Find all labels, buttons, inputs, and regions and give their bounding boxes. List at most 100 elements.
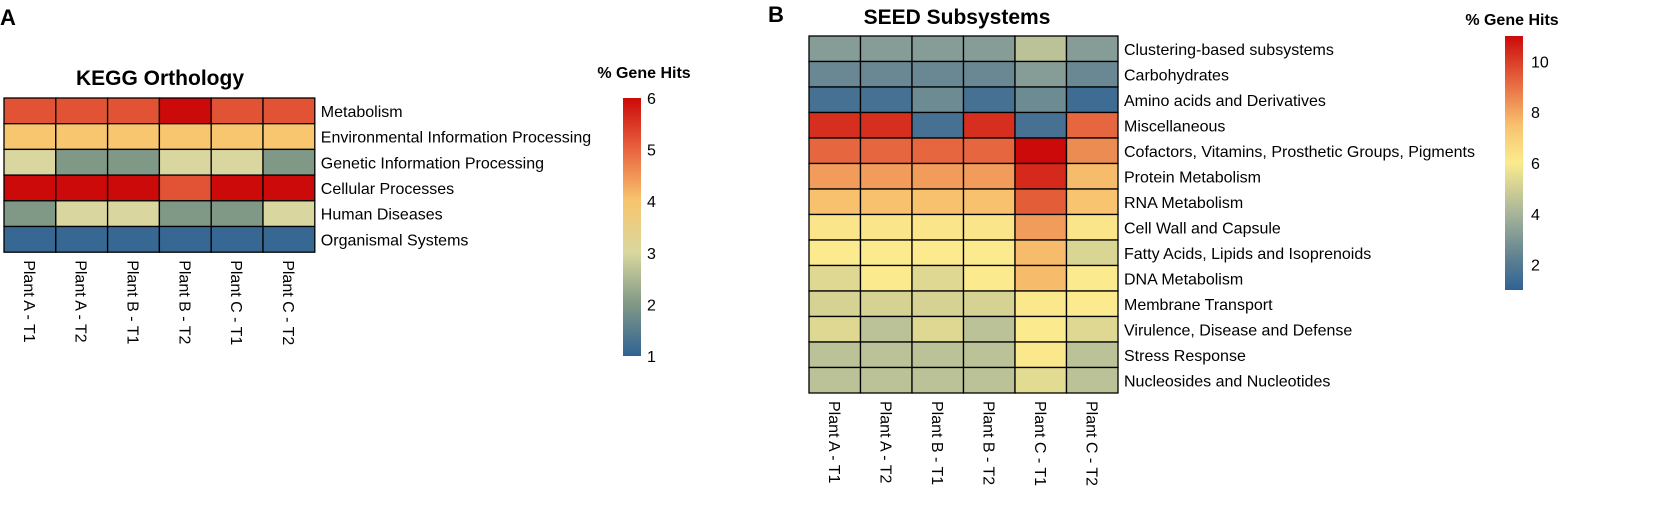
heatmap-cell: [3, 200, 57, 228]
heatmap-cell: [55, 97, 109, 125]
seed-heatmap-cells: [808, 35, 1119, 394]
heatmap-cell: [1014, 86, 1068, 114]
heatmap-cell: [859, 341, 913, 369]
heatmap-cell: [106, 200, 161, 228]
heatmap-cell: [1065, 290, 1119, 318]
heatmap-cell: [859, 239, 913, 267]
heatmap-cell: [911, 137, 965, 165]
row-label: Virulence, Disease and Defense: [1124, 322, 1352, 339]
heatmap-cell: [962, 137, 1016, 165]
heatmap-cell: [3, 148, 57, 176]
row-label: Protein Metabolism: [1124, 169, 1261, 186]
seed-chart-title: SEED Subsystems: [864, 6, 1051, 29]
heatmap-cell: [1014, 137, 1068, 165]
row-label: Cofactors, Vitamins, Prosthetic Groups, …: [1124, 144, 1475, 161]
heatmap-cell: [1065, 86, 1119, 114]
legend-tick-label: 1: [647, 349, 656, 366]
heatmap-cell: [859, 366, 913, 394]
heatmap-cell: [911, 315, 965, 343]
heatmap-cell: [859, 111, 913, 139]
heatmap-cell: [808, 290, 862, 318]
heatmap-cell: [1014, 366, 1068, 394]
heatmap-cell: [262, 97, 316, 125]
legend-tick-label: 10: [1531, 54, 1549, 71]
heatmap-cell: [106, 225, 161, 253]
heatmap-cell: [262, 225, 316, 253]
heatmap-cell: [911, 60, 965, 88]
seed-column-labels: Plant A - T1 Plant A - T2 Plant B - T1 Plan…: [825, 401, 1100, 486]
column-label: Plant C - T2: [1082, 401, 1099, 486]
column-label: Plant C - T1: [227, 260, 244, 345]
heatmap-cell: [911, 35, 965, 63]
panel-a-letter: A: [0, 5, 16, 30]
seed-row-labels: Clustering-based subsystems Carbohydrates…: [1124, 42, 1475, 391]
heatmap-cell: [911, 111, 965, 139]
kegg-chart-title: KEGG Orthology: [76, 67, 244, 90]
heatmap-cell: [1065, 366, 1119, 394]
heatmap-cell: [859, 315, 913, 343]
kegg-heatmap-cells: [3, 97, 316, 253]
heatmap-cell: [158, 97, 212, 125]
column-label: Plant A - T1: [825, 401, 842, 484]
heatmap-cell: [1065, 239, 1119, 267]
heatmap-cell: [962, 86, 1016, 114]
row-label: Cellular Processes: [321, 181, 454, 198]
panel-b-letter: B: [768, 2, 784, 27]
heatmap-cell: [962, 60, 1016, 88]
row-label: Environmental Information Processing: [321, 130, 591, 147]
seed-legend-colorbar: [1505, 36, 1523, 290]
heatmap-cell: [1014, 264, 1068, 292]
heatmap-cell: [808, 315, 862, 343]
heatmap-cell: [859, 290, 913, 318]
heatmap-cell: [55, 225, 109, 253]
heatmap-cell: [808, 213, 862, 241]
row-label: Carbohydrates: [1124, 67, 1229, 84]
seed-legend: % Gene Hits 2 4 6 8 10: [1465, 12, 1559, 290]
heatmap-cell: [106, 174, 161, 202]
row-label: Clustering-based subsystems: [1124, 42, 1334, 59]
legend-tick-label: 4: [647, 194, 656, 211]
heatmap-cell: [808, 111, 862, 139]
heatmap-cell: [1014, 35, 1068, 63]
heatmap-cell: [808, 188, 862, 216]
heatmap-cell: [158, 148, 212, 176]
row-label: Metabolism: [321, 104, 403, 121]
heatmap-cell: [859, 60, 913, 88]
heatmap-cell: [3, 225, 57, 253]
column-label: Plant A - T2: [876, 401, 893, 484]
column-label: Plant A - T1: [20, 260, 37, 343]
heatmap-cell: [911, 290, 965, 318]
heatmap-cell: [1065, 213, 1119, 241]
heatmap-cell: [859, 264, 913, 292]
heatmap-cell: [962, 239, 1016, 267]
heatmap-cell: [1065, 137, 1119, 165]
heatmap-cell: [262, 123, 316, 151]
heatmap-cell: [911, 239, 965, 267]
panel-a: A KEGG Orthology Metabolism Environmental…: [0, 5, 691, 366]
heatmap-cell: [808, 137, 862, 165]
column-label: Plant C - T2: [279, 260, 296, 345]
heatmap-cell: [1014, 239, 1068, 267]
legend-tick-label: 2: [647, 297, 656, 314]
heatmap-cell: [808, 86, 862, 114]
row-label: Genetic Information Processing: [321, 155, 544, 172]
heatmap-cell: [1014, 341, 1068, 369]
legend-tick-label: 8: [1531, 105, 1540, 122]
heatmap-cell: [106, 148, 161, 176]
heatmap-cell: [55, 148, 109, 176]
heatmap-cell: [808, 35, 862, 63]
legend-tick-label: 4: [1531, 207, 1540, 224]
heatmap-cell: [911, 188, 965, 216]
heatmap-cell: [1065, 111, 1119, 139]
heatmap-cell: [962, 35, 1016, 63]
heatmap-cell: [962, 366, 1016, 394]
heatmap-cell: [210, 148, 264, 176]
kegg-legend: % Gene Hits 1 2 3 4 5 6: [597, 65, 690, 366]
kegg-row-labels: Metabolism Environmental Information Proc…: [321, 104, 591, 250]
heatmap-cell: [1065, 188, 1119, 216]
heatmap-cell: [55, 174, 109, 202]
heatmap-cell: [1065, 315, 1119, 343]
heatmap-cell: [158, 200, 212, 228]
legend-tick-label: 3: [647, 246, 656, 263]
